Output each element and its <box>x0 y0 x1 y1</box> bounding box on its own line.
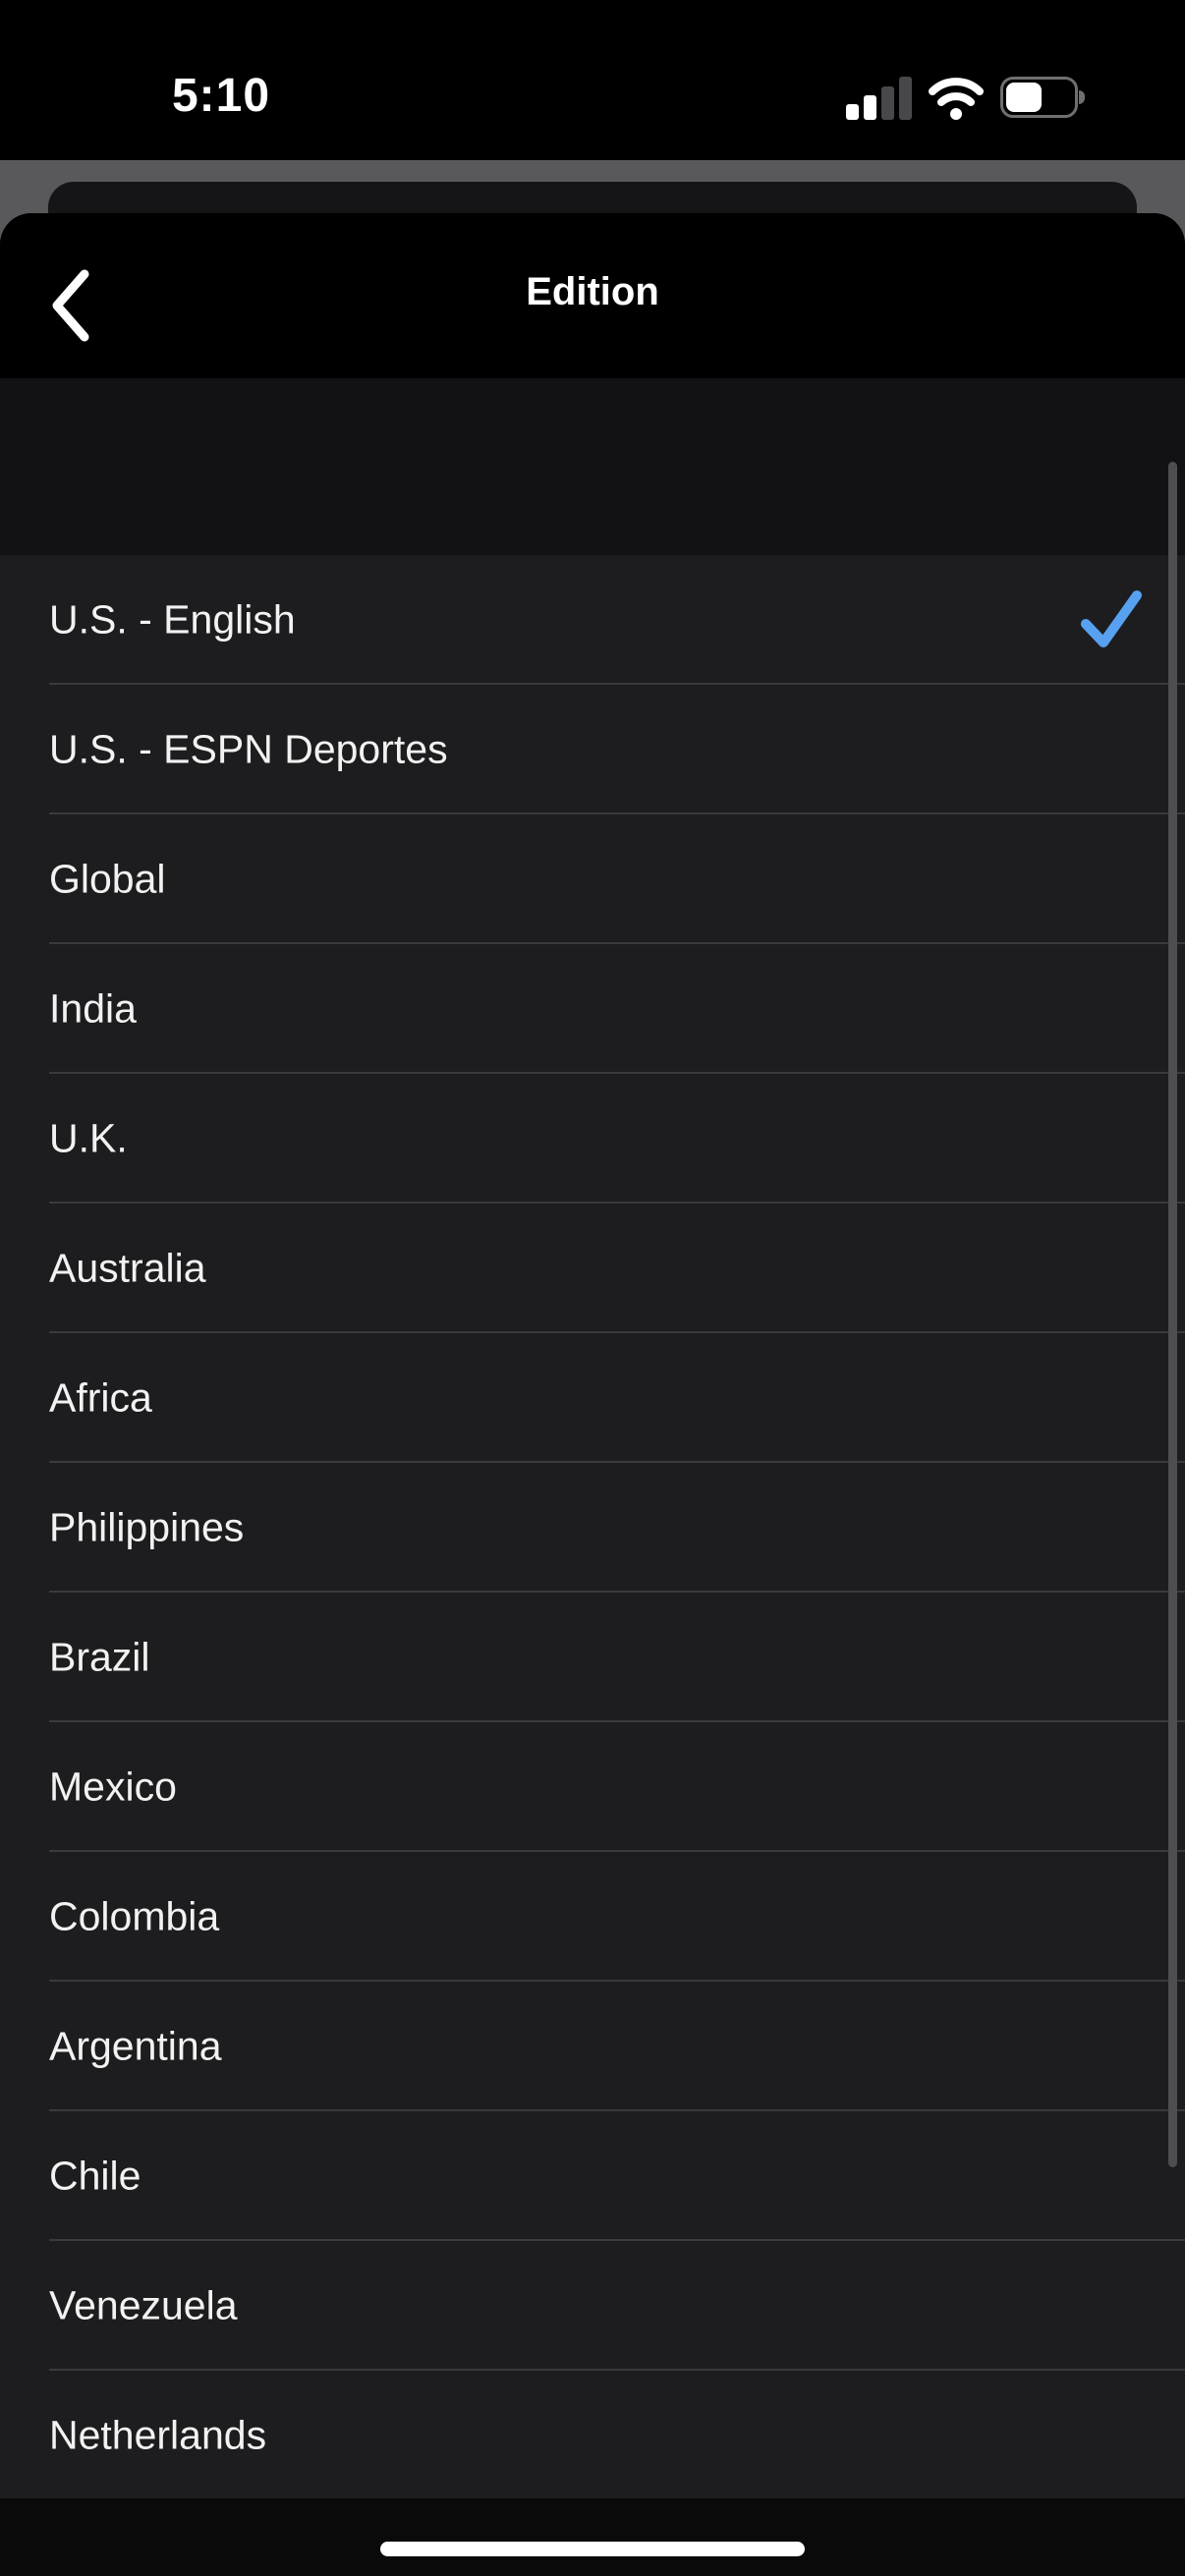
list-item-label: Colombia <box>49 1893 220 1939</box>
list-item[interactable]: Venezuela <box>0 2241 1185 2371</box>
home-indicator[interactable] <box>380 2542 805 2556</box>
scroll-indicator[interactable] <box>1168 462 1177 2167</box>
page-title: Edition <box>526 270 659 313</box>
edition-list: U.S. - English U.S. - ESPN Deportes Glob… <box>0 555 1185 2500</box>
chevron-left-icon <box>52 269 89 341</box>
list-item-label: Netherlands <box>49 2412 267 2458</box>
list-item[interactable]: Netherlands <box>0 2371 1185 2500</box>
list-item-label: Global <box>49 856 166 902</box>
status-bar: 5:10 <box>0 0 1185 160</box>
list-item-label: India <box>49 985 137 1032</box>
list-item[interactable]: Africa <box>0 1333 1185 1463</box>
bottom-safe-area <box>0 2498 1185 2576</box>
list-item[interactable]: Brazil <box>0 1593 1185 1722</box>
status-icons <box>846 75 1085 120</box>
checkmark-icon <box>1081 590 1142 647</box>
list-item[interactable]: Global <box>0 814 1185 944</box>
list-item[interactable]: U.S. - ESPN Deportes <box>0 685 1185 814</box>
list-item-label: U.S. - ESPN Deportes <box>49 726 448 772</box>
list-item-label: Philippines <box>49 1504 245 1550</box>
list-item[interactable]: Colombia <box>0 1852 1185 1982</box>
list-item-label: Argentina <box>49 2023 222 2069</box>
list-item[interactable]: Mexico <box>0 1722 1185 1852</box>
back-button[interactable] <box>26 252 114 361</box>
list-item-label: Brazil <box>49 1634 150 1680</box>
cellular-signal-icon <box>846 75 912 120</box>
list-item-label: U.K. <box>49 1115 128 1161</box>
list-item[interactable]: U.K. <box>0 1074 1185 1204</box>
battery-icon <box>1000 77 1085 118</box>
list-item-label: Mexico <box>49 1764 177 1810</box>
list-item-label: U.S. - English <box>49 596 296 643</box>
list-item[interactable]: Philippines <box>0 1463 1185 1593</box>
list-item-us-english[interactable]: U.S. - English <box>0 555 1185 685</box>
list-item[interactable]: India <box>0 944 1185 1074</box>
list-item-label: Chile <box>49 2153 141 2199</box>
list-item[interactable]: Argentina <box>0 1982 1185 2111</box>
wifi-icon <box>929 78 984 120</box>
edition-sheet: Edition Receive content intended specifi… <box>0 213 1185 2576</box>
list-item[interactable]: Australia <box>0 1204 1185 1333</box>
status-time: 5:10 <box>171 70 271 122</box>
nav-bar: Edition <box>0 213 1185 378</box>
list-item-label: Venezuela <box>49 2282 238 2328</box>
list-item-label: Africa <box>49 1374 152 1421</box>
list-item-label: Australia <box>49 1245 206 1291</box>
list-item[interactable]: Chile <box>0 2111 1185 2241</box>
